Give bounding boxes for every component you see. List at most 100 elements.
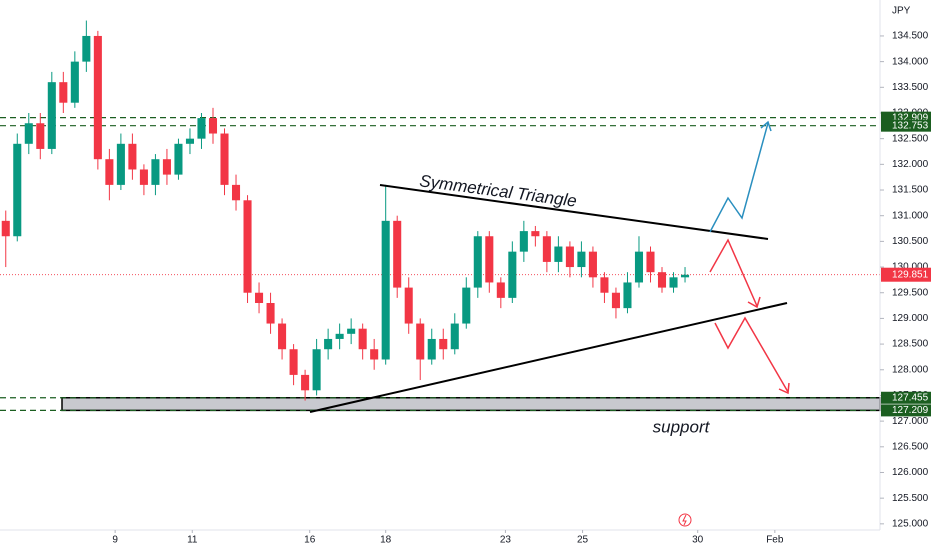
triangle-lower-line (309, 302, 788, 413)
candle-body (634, 251, 644, 283)
candle-body (427, 338, 436, 360)
candle-body (404, 287, 413, 324)
y-tick-label: 128.000 (892, 364, 929, 375)
arrow-head (747, 296, 761, 309)
y-tick-label: 125.500 (892, 493, 929, 504)
level-label: 132.909 (892, 112, 929, 123)
level-label: 127.209 (892, 405, 929, 416)
candle-body (600, 277, 609, 293)
candle-body (116, 143, 125, 185)
candle-body (611, 292, 620, 309)
candle-body (393, 220, 402, 288)
candle-body (151, 159, 160, 185)
candle-body (1, 220, 10, 237)
candle-body (185, 138, 194, 144)
arrow-head (778, 382, 790, 395)
candle-body (519, 231, 528, 252)
y-tick-label: 132.000 (892, 159, 929, 170)
bearish-arrow (714, 316, 789, 393)
candle-body (266, 303, 275, 324)
candle-body (93, 35, 102, 160)
y-tick-label: 134.500 (892, 31, 929, 42)
candle-body (220, 133, 229, 185)
support-zone (61, 397, 881, 412)
event-icon (678, 513, 692, 527)
arrow-head (760, 120, 772, 132)
y-tick-label: 133.500 (892, 82, 929, 93)
candle-body (370, 349, 379, 360)
bearish-arrow (709, 238, 758, 307)
y-tick-label: 130.500 (892, 236, 929, 247)
candle-body (324, 338, 333, 350)
candle-body (347, 328, 356, 334)
y-tick-label: 129.500 (892, 287, 929, 298)
candle-body (208, 118, 218, 134)
event-icon (682, 514, 687, 526)
candle-body (531, 231, 540, 237)
y-tick-label: 126.500 (892, 441, 929, 452)
candle-body (278, 323, 287, 350)
y-tick-label: 131.000 (892, 210, 929, 221)
currency-label: JPY (892, 6, 911, 17)
candle-body (301, 374, 310, 391)
support-label: support (653, 417, 711, 436)
candle-body (289, 349, 298, 375)
candle-body (462, 287, 471, 324)
candle-body (59, 82, 68, 103)
x-tick-label: 23 (500, 535, 512, 546)
triangle-upper-line (379, 184, 769, 240)
candle-body (542, 236, 551, 262)
level-label: 127.455 (892, 392, 929, 403)
candle-body (105, 159, 114, 185)
candle-body (255, 292, 264, 304)
candle-body (669, 277, 678, 288)
y-tick-label: 128.500 (892, 339, 929, 350)
last-price-box (881, 267, 931, 282)
candle-body (496, 282, 505, 298)
candle-body (231, 184, 241, 201)
candle-body (82, 35, 91, 62)
y-tick-label: 127.000 (892, 416, 929, 427)
candle-body (508, 251, 517, 298)
candle-body (565, 246, 574, 268)
bullish-arrow (709, 122, 769, 233)
candle-body (623, 282, 632, 309)
level-label: 132.753 (892, 120, 929, 131)
candle-body (128, 143, 137, 170)
y-tick-label: 134.000 (892, 56, 929, 67)
x-tick-label: 9 (112, 535, 118, 546)
candle-body (588, 251, 597, 278)
y-tick-label: 125.000 (892, 518, 929, 529)
candle-body (47, 82, 56, 149)
candle-body (70, 61, 79, 103)
candle-body (358, 328, 367, 350)
y-tick-label: 132.500 (892, 133, 929, 144)
candle-body (162, 159, 171, 175)
candle-body (657, 272, 667, 288)
candle-body (577, 251, 586, 268)
candle-body (473, 236, 482, 288)
x-tick-label: 16 (304, 535, 316, 546)
x-tick-label: 30 (692, 535, 704, 546)
level-label-box (881, 404, 931, 417)
level-label-box (881, 119, 931, 132)
candle-body (381, 220, 390, 360)
candle-body (439, 338, 448, 350)
candle-body (554, 246, 563, 262)
candle-body (646, 251, 655, 273)
candle-body (450, 323, 459, 350)
x-tick-label: 11 (187, 535, 198, 546)
candle-body (13, 143, 22, 237)
y-tick-label: 131.500 (892, 185, 929, 196)
candle-body (36, 123, 45, 149)
candle-body (416, 323, 425, 360)
y-tick-label: 130.000 (892, 262, 929, 273)
candle-body (485, 236, 494, 283)
candle-body (24, 123, 33, 144)
x-tick-label: 18 (380, 535, 392, 546)
last-price-label: 129.851 (892, 269, 929, 280)
candle-body (197, 118, 206, 139)
candle-body (243, 200, 252, 293)
